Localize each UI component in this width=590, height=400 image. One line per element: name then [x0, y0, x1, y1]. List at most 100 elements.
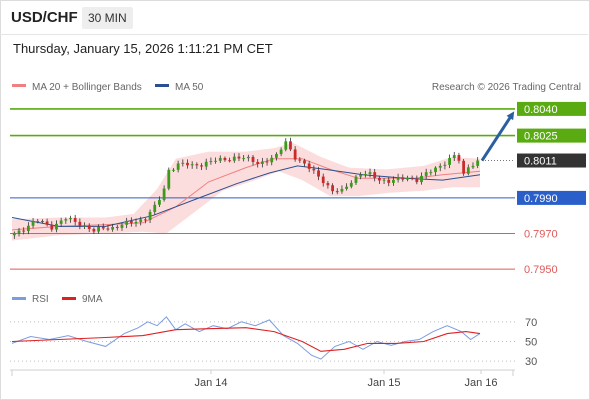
candle-body-32 [162, 188, 166, 200]
rsi-legend: RSI 9MA [12, 294, 103, 305]
candle-body-87 [420, 175, 423, 183]
candle-body-8 [50, 224, 54, 230]
candle-body-96 [462, 160, 466, 174]
candle-body-45 [223, 157, 227, 161]
ma50-line [11, 165, 481, 227]
level-label-4: 0.7970 [524, 229, 558, 241]
candle-body-60 [293, 149, 297, 160]
credit-text: Research © 2026 Trading Central [432, 82, 581, 93]
legend-9ma-label: 9MA [82, 294, 103, 305]
candle-body-76 [368, 172, 372, 175]
time-axis-ticks: Jan 14 Jan 15 Jan 16 [194, 370, 498, 389]
rsi-chart: 70 50 30 [10, 316, 537, 368]
level-tag-0 [517, 101, 586, 116]
candle-body-49 [242, 158, 246, 160]
rsi-line [11, 316, 481, 360]
candle-body-84 [406, 177, 409, 180]
candle-body-97 [466, 167, 470, 174]
legend-ma50-label: MA 50 [175, 82, 204, 93]
forecast-arrow [480, 111, 515, 162]
candle-body-52 [256, 161, 260, 164]
candle-body-20 [106, 228, 110, 230]
candle-body-65 [317, 170, 320, 177]
candle-body-88 [424, 172, 428, 176]
candle-body-94 [452, 155, 456, 159]
timeframe-badge[interactable]: 30 MIN [82, 7, 133, 29]
candle-body-10 [59, 220, 63, 224]
candle-body-33 [167, 169, 171, 189]
candle-body-1 [17, 230, 21, 233]
legend-9ma-swatch [62, 297, 76, 300]
level-tag-3 [517, 190, 586, 205]
candle-body-80 [387, 179, 391, 183]
bollinger-band [12, 142, 480, 241]
candle-body-81 [392, 179, 395, 183]
candle-body-25 [129, 220, 133, 224]
candle-body-3 [26, 225, 30, 232]
candle-body-98 [471, 165, 475, 168]
rsi-ma-line [11, 327, 481, 352]
level-tag-label-3: 0.7990 [524, 193, 558, 205]
candle-body-42 [209, 161, 213, 163]
candle-body-79 [382, 179, 386, 181]
candle-body-56 [275, 154, 278, 158]
candle-body-99 [476, 160, 480, 166]
candle-body-11 [64, 219, 68, 221]
candle-body-19 [101, 226, 105, 229]
candle-body-59 [289, 141, 292, 150]
candle-body-62 [303, 160, 306, 164]
candle-body-95 [457, 155, 461, 161]
candle-body-58 [284, 141, 288, 150]
candle-body-21 [111, 226, 115, 230]
legend-ma50-swatch [155, 84, 169, 87]
price-legend: MA 20 + Bollinger Bands MA 50 Research ©… [12, 82, 581, 93]
candle-body-50 [246, 156, 250, 159]
candle-body-26 [134, 221, 138, 224]
candle-body-63 [307, 163, 311, 169]
level-tag-1 [517, 128, 586, 143]
candle-body-43 [214, 160, 217, 162]
candle-body-47 [232, 156, 236, 161]
candle-body-92 [443, 164, 447, 166]
price-levels [10, 108, 515, 270]
price-level-tags: 0.8040 0.8025 0.8011 0.7990 0.7970 0.7950 [517, 101, 586, 276]
time-tick-label-1: Jan 15 [367, 377, 400, 389]
candle-body-89 [429, 172, 433, 174]
level-tag-label-1: 0.8025 [524, 131, 558, 143]
candle-body-67 [326, 183, 330, 186]
candle-body-72 [349, 182, 353, 187]
candle-body-9 [55, 223, 58, 230]
candle-body-18 [97, 226, 100, 232]
rsi-tick-label-0: 70 [525, 317, 537, 329]
candle-body-24 [125, 220, 129, 225]
candle-body-0 [12, 232, 16, 236]
legend-ma20-swatch [12, 84, 26, 87]
price-chart: 0.8040 0.8025 0.8011 0.7990 0.7970 0.7950 [10, 101, 586, 276]
candle-body-70 [340, 188, 344, 192]
legend-rsi-swatch [12, 297, 26, 300]
candle-body-13 [73, 218, 77, 222]
candle-body-17 [92, 228, 96, 232]
legend-rsi-label: RSI [32, 294, 49, 305]
candle-body-29 [148, 211, 152, 220]
candle-body-40 [200, 165, 203, 167]
candle-body-93 [448, 158, 451, 165]
candle-body-75 [363, 174, 367, 176]
symbol-title: USD/CHF [11, 9, 78, 26]
candle-body-12 [69, 218, 72, 220]
candle-body-35 [176, 163, 180, 170]
candle-body-71 [345, 186, 349, 189]
candle-body-90 [434, 167, 437, 173]
header-bar: USD/CHF 30 MIN [0, 0, 588, 35]
candle-body-6 [41, 221, 44, 223]
candle-body-53 [260, 161, 264, 164]
candle-body-85 [410, 177, 414, 179]
time-tick-label-0: Jan 14 [194, 377, 227, 389]
candle-body-4 [31, 221, 35, 226]
candle-body-31 [158, 199, 161, 205]
level-label-5: 0.7950 [524, 264, 558, 276]
candle-body-7 [45, 221, 49, 225]
candle-body-39 [195, 164, 199, 166]
candle-body-57 [279, 149, 283, 155]
